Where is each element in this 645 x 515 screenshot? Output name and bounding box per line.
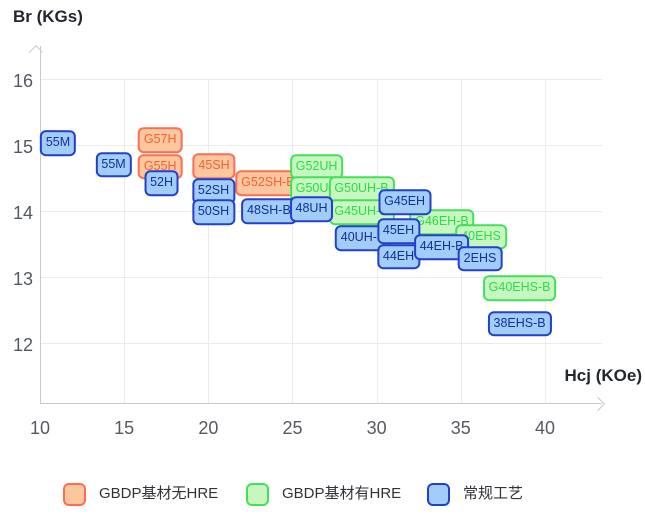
y-axis-title: Br (KGs) [13, 7, 83, 26]
y-tick-label: 14 [12, 203, 33, 223]
grid-line-vertical [208, 79, 210, 403]
y-tick-label: 12 [12, 335, 33, 355]
legend-item[interactable]: GBDP基材无HRE [63, 482, 219, 506]
legend-item[interactable]: GBDP基材有HRE [246, 482, 402, 506]
x-tick-label: 30 [366, 418, 387, 438]
grade-box: G57H [137, 127, 183, 154]
grade-box: 55M [95, 151, 132, 178]
legend-swatch [63, 482, 86, 506]
x-tick-label: 25 [282, 418, 303, 438]
grade-box: 45SH [192, 153, 236, 179]
grade-box: 55M [39, 130, 77, 156]
grade-box: 48SH-B [241, 198, 297, 224]
grade-box: 38EHS-B [487, 311, 552, 337]
y-axis-line [40, 46, 41, 404]
grade-box: 50SH [191, 199, 236, 226]
x-axis-title: Hcj (KOe) [564, 366, 642, 385]
grid-line-vertical [124, 79, 126, 403]
grade-box: 52H [144, 170, 179, 197]
grade-box: G45EH [378, 189, 432, 216]
grid-line-horizontal [41, 79, 602, 80]
legend-item[interactable]: 常规工艺 [427, 482, 524, 506]
legend-label: GBDP基材无HRE [99, 485, 219, 502]
grid-line-horizontal [41, 277, 602, 278]
x-tick-label: 15 [114, 418, 135, 438]
grade-box: 48UH [289, 196, 334, 222]
legend-swatch [427, 482, 450, 506]
y-tick-label: 16 [12, 71, 33, 91]
grade-box: 44EH [376, 243, 421, 270]
y-tick-label: 15 [12, 137, 33, 157]
x-axis-arrow-icon [590, 396, 606, 411]
grid-line-vertical [292, 79, 294, 403]
x-tick-label: 20 [198, 418, 219, 438]
grade-box: G40EHS-B [482, 275, 557, 302]
grid-line-horizontal [41, 343, 602, 344]
y-tick-label: 13 [12, 269, 33, 289]
grid-line-vertical [544, 79, 546, 403]
x-tick-label: 10 [29, 418, 51, 438]
x-axis-line [40, 403, 602, 404]
legend-label: GBDP基材有HRE [282, 485, 402, 502]
x-tick-label: 35 [450, 418, 471, 438]
x-tick-label: 40 [534, 418, 555, 438]
legend-label: 常规工艺 [463, 485, 524, 502]
grade-box: 2EHS [457, 245, 503, 272]
grid-line-horizontal [41, 145, 602, 146]
grade-box: 45EH [376, 218, 421, 245]
legend-swatch [246, 482, 269, 506]
